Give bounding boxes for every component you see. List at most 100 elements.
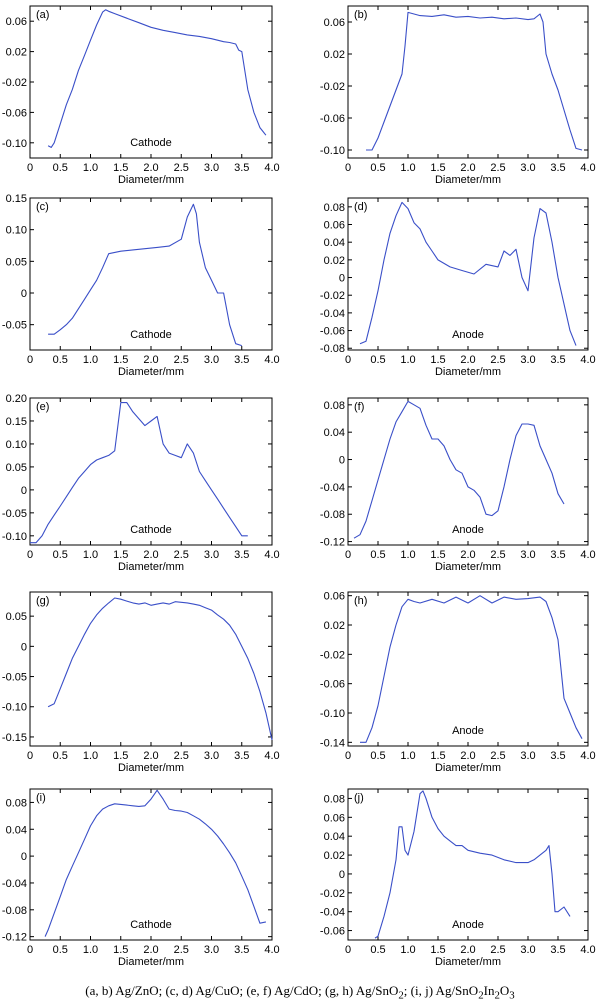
panel-label: (c) [36, 201, 49, 213]
series-line [366, 11, 583, 151]
plot-frame [347, 591, 589, 747]
y-tick-label: -0.08 [320, 343, 345, 355]
y-tick-label: 0.05 [6, 611, 27, 623]
y-tick-label: -0.02 [2, 77, 27, 89]
x-tick-label: 3.5 [234, 549, 249, 561]
y-tick-label: 0.08 [324, 793, 345, 805]
x-tick-label: 0 [27, 354, 33, 366]
y-tick-label: 0.20 [6, 393, 27, 405]
series-line [30, 402, 248, 544]
y-tick-label: -0.05 [2, 508, 27, 520]
x-axis-label: Diameter/mm [118, 762, 184, 774]
y-tick-label: 0.04 [324, 427, 345, 439]
y-tick-label: -0.12 [320, 537, 345, 549]
y-tick-label: 0.06 [324, 812, 345, 824]
y-tick-label: 0.04 [324, 831, 345, 843]
x-tick-label: 0.5 [370, 549, 385, 561]
y-tick-label: -0.06 [320, 926, 345, 938]
x-tick-label: 2.0 [460, 162, 475, 174]
chart-panel: 0 0.5 1.0 1.5 2.0 2.5 3.0 3.5 4.0 -0.10 -0.06 -0.02… [2, 5, 280, 186]
series-line [360, 595, 583, 743]
plot-frame [29, 397, 273, 546]
y-tick-label: 0.10 [6, 225, 27, 237]
y-tick-label: -0.02 [320, 81, 345, 93]
series-annotation: Anode [452, 524, 484, 536]
y-tick-label: 0.05 [6, 462, 27, 474]
x-tick-label: 3.0 [204, 750, 219, 762]
x-tick-label: 3.5 [550, 354, 565, 366]
plot-frame [347, 397, 589, 546]
y-tick-label: 0.08 [324, 202, 345, 214]
panel-label: (e) [36, 401, 49, 413]
x-tick-label: 0 [345, 354, 351, 366]
y-tick-label: 0.08 [6, 797, 27, 809]
y-tick-label: 0.06 [6, 16, 27, 28]
x-tick-label: 2.5 [174, 354, 189, 366]
x-tick-label: 2.5 [174, 750, 189, 762]
x-tick-label: 1.5 [113, 944, 128, 956]
x-tick-label: 4.0 [580, 944, 595, 956]
plot-frame [29, 5, 273, 159]
x-axis-label: Diameter/mm [435, 956, 501, 968]
x-tick-label: 2.0 [143, 750, 158, 762]
x-tick-label: 2.0 [143, 162, 158, 174]
x-tick-label: 3.0 [520, 162, 535, 174]
y-tick-label: -0.10 [2, 702, 27, 714]
series-annotation: Cathode [130, 329, 172, 341]
x-tick-label: 0 [27, 944, 33, 956]
y-tick-label: 0.02 [6, 47, 27, 59]
x-tick-label: 2.0 [460, 944, 475, 956]
y-tick-label: -0.10 [320, 708, 345, 720]
chart-panel: 0 0.5 1.0 1.5 2.0 2.5 3.0 3.5 4.0 -0.05 0 0.05 0.10 0… [2, 193, 280, 378]
x-axis-label: Diameter/mm [435, 561, 501, 573]
series-line [374, 790, 571, 939]
x-tick-label: 1.0 [83, 944, 98, 956]
y-tick-label: -0.15 [2, 732, 27, 744]
x-tick-label: 3.0 [204, 354, 219, 366]
y-tick-label: 0.04 [324, 237, 345, 249]
x-tick-label: 0.5 [53, 162, 68, 174]
panel-label: (g) [36, 595, 49, 607]
plot-frame [29, 788, 273, 941]
x-tick-label: 1.0 [83, 354, 98, 366]
x-tick-label: 2.0 [460, 549, 475, 561]
x-tick-label: 2.5 [490, 162, 505, 174]
x-tick-label: 4.0 [264, 354, 279, 366]
x-tick-label: 3.5 [234, 162, 249, 174]
x-tick-label: 3.0 [520, 549, 535, 561]
y-tick-label: 0 [339, 273, 345, 285]
plot-frame [29, 197, 273, 351]
series-annotation: Anode [452, 725, 484, 737]
chart-panel: 0 0.5 1.0 1.5 2.0 2.5 3.0 3.5 4.0 -0.08 -0.06 -0.04… [320, 197, 596, 378]
y-tick-label: -0.04 [320, 482, 345, 494]
y-tick-label: 0.05 [6, 256, 27, 268]
series-line [359, 201, 577, 346]
x-tick-label: 3.5 [234, 354, 249, 366]
y-tick-label: 0.15 [6, 193, 27, 205]
y-tick-label: 0 [21, 288, 27, 300]
x-tick-label: 2.5 [490, 750, 505, 762]
x-axis-label: Diameter/mm [118, 956, 184, 968]
plot-frame [347, 197, 589, 351]
y-tick-label: -0.05 [2, 672, 27, 684]
panel-label: (f) [354, 401, 364, 413]
x-tick-label: 1.0 [400, 750, 415, 762]
y-tick-label: 0.04 [6, 824, 27, 836]
x-tick-label: 2.5 [174, 549, 189, 561]
x-tick-label: 0.5 [53, 549, 68, 561]
x-tick-label: 0.5 [370, 750, 385, 762]
x-tick-label: 4.0 [580, 750, 595, 762]
plot-frame [29, 591, 273, 747]
x-tick-label: 3.0 [204, 549, 219, 561]
x-tick-label: 0.5 [53, 750, 68, 762]
y-tick-label: 0.02 [324, 49, 345, 61]
x-tick-label: 1.5 [430, 162, 445, 174]
y-tick-label: -0.02 [320, 888, 345, 900]
x-tick-label: 3.5 [234, 750, 249, 762]
x-tick-label: 0 [27, 162, 33, 174]
x-tick-label: 4.0 [264, 549, 279, 561]
x-tick-label: 3.5 [234, 944, 249, 956]
series-annotation: Cathode [130, 137, 172, 149]
series-line [44, 789, 267, 937]
series-line [48, 203, 242, 347]
